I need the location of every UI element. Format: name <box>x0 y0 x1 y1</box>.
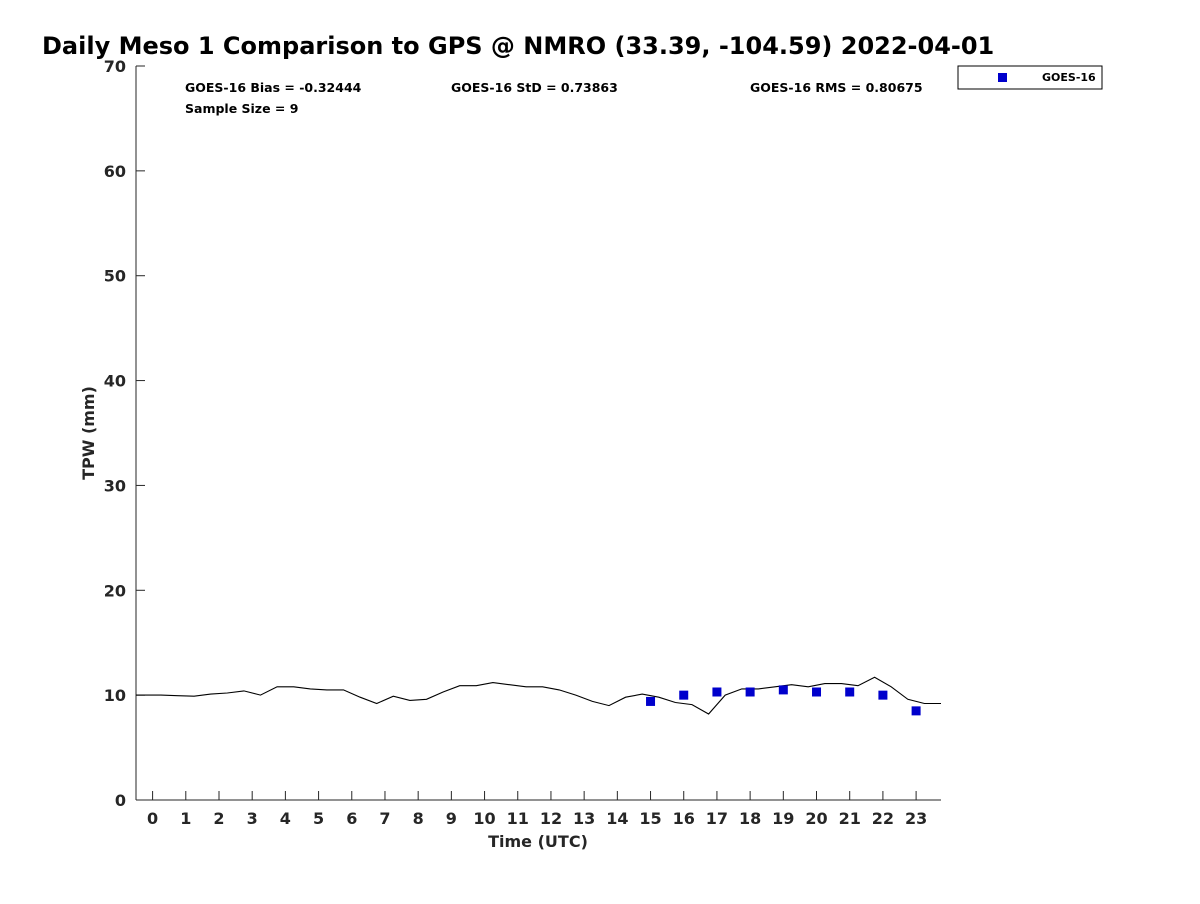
legend-box <box>957 65 1103 90</box>
x-tick-label: 5 <box>313 809 324 828</box>
x-tick-label: 0 <box>147 809 158 828</box>
y-tick-label: 0 <box>115 791 126 810</box>
goes16-data-point <box>812 687 822 697</box>
goes16-data-point <box>712 687 722 697</box>
stat-rms: GOES-16 RMS = 0.80675 <box>750 80 923 95</box>
goes16-data-point <box>679 690 689 700</box>
y-tick-label: 10 <box>104 686 126 705</box>
axes: 0 1 2 3 4 5 6 7 8 9 10 11 12 13 14 15 16 17 18 19 20 21 22 2301… <box>104 57 941 828</box>
stat-bias: GOES-16 Bias = -0.32444 <box>185 80 362 95</box>
x-tick-label: 17 <box>706 809 728 828</box>
legend-label-goes16: GOES-16 <box>1042 71 1096 84</box>
x-tick-label: 10 <box>473 809 495 828</box>
goes16-data-point <box>778 685 788 695</box>
x-tick-label: 7 <box>379 809 390 828</box>
gps-line-layer <box>136 676 941 715</box>
x-tick-label: 2 <box>213 809 224 828</box>
chart-title: Daily Meso 1 Comparison to GPS @ NMRO (3… <box>42 32 994 60</box>
legend: GOES-16 <box>957 65 1103 90</box>
x-tick-label: 3 <box>247 809 258 828</box>
x-tick-label: 12 <box>540 809 562 828</box>
x-tick-label: 1 <box>180 809 191 828</box>
y-tick-label: 40 <box>104 372 126 391</box>
gps-tpw-line <box>136 676 941 715</box>
x-tick-label: 13 <box>573 809 595 828</box>
x-tick-label: 21 <box>839 809 861 828</box>
y-axis-label: TPW (mm) <box>79 386 98 480</box>
x-tick-label: 18 <box>739 809 761 828</box>
y-tick-label: 30 <box>104 476 126 495</box>
x-tick-label: 6 <box>346 809 357 828</box>
x-tick-label: 14 <box>606 809 628 828</box>
x-tick-label: 19 <box>772 809 794 828</box>
x-tick-label: 15 <box>639 809 661 828</box>
x-tick-label: 4 <box>280 809 291 828</box>
x-axis-label: Time (UTC) <box>488 832 588 851</box>
x-tick-label: 22 <box>872 809 894 828</box>
x-tick-label: 23 <box>905 809 927 828</box>
legend-marker-goes16 <box>998 73 1007 82</box>
goes16-data-point <box>745 687 755 697</box>
x-tick-label: 11 <box>507 809 529 828</box>
y-tick-label: 50 <box>104 267 126 286</box>
x-tick-label: 16 <box>673 809 695 828</box>
goes16-data-point <box>845 687 855 697</box>
y-tick-label: 60 <box>104 162 126 181</box>
x-tick-label: 9 <box>446 809 457 828</box>
goes16-points-layer <box>646 685 921 716</box>
y-tick-label: 70 <box>104 57 126 76</box>
y-tick-label: 20 <box>104 581 126 600</box>
x-tick-label: 20 <box>805 809 827 828</box>
stat-sample-size: Sample Size = 9 <box>185 101 298 116</box>
stat-std: GOES-16 StD = 0.73863 <box>451 80 618 95</box>
goes16-data-point <box>911 706 921 716</box>
goes16-data-point <box>646 696 656 706</box>
goes16-data-point <box>878 690 888 700</box>
x-tick-label: 8 <box>413 809 424 828</box>
